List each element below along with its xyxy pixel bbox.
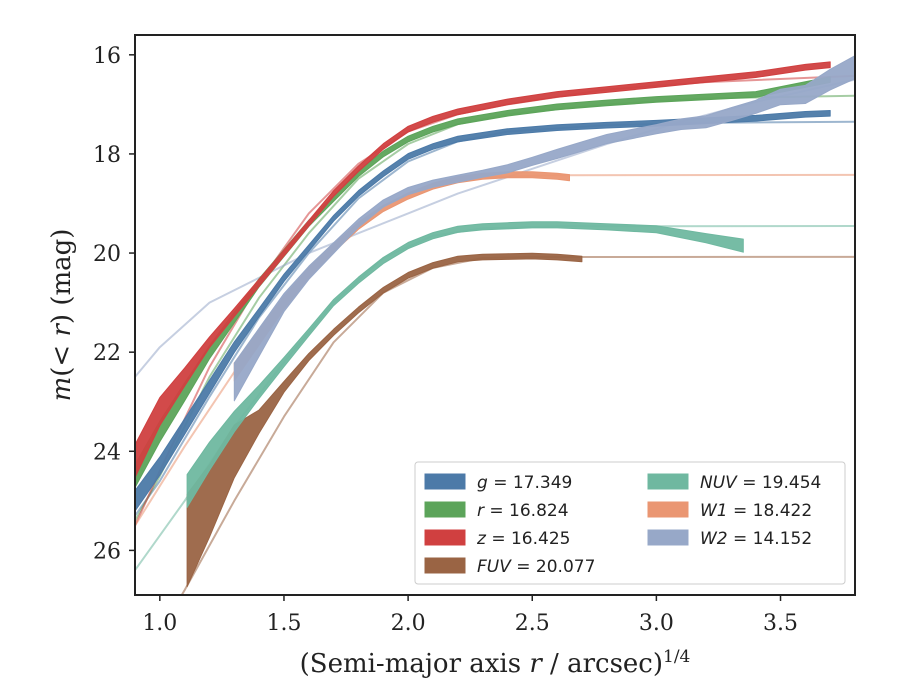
profile-band-6 xyxy=(233,55,855,402)
legend-swatch xyxy=(424,557,466,574)
legend-swatch xyxy=(647,473,689,490)
legend-label: W2 = 14.152 xyxy=(700,529,812,549)
x-axis-title-part-1: (Semi-major axis xyxy=(300,649,530,679)
legend-swatch xyxy=(424,473,466,490)
legend-swatch xyxy=(424,501,466,518)
profile-bands-layer xyxy=(135,55,855,588)
x-tick-label: 2.5 xyxy=(515,611,550,636)
y-axis-title: m(< r) (mag) xyxy=(47,229,77,402)
y-axis-title-r: r xyxy=(47,323,77,337)
y-tick-label: 22 xyxy=(93,341,121,366)
x-tick-label: 2.0 xyxy=(391,611,426,636)
legend-label: FUV = 20.077 xyxy=(477,557,595,577)
legend-swatch xyxy=(424,529,466,546)
profile-band-4 xyxy=(186,221,744,508)
legend-label: g = 17.349 xyxy=(477,473,572,493)
axes-layer: 1.0 1.5 2.0 2.5 3.0 3.5 16 18 20 22 24 26 xyxy=(93,34,856,636)
legend-box xyxy=(414,461,846,585)
plot-frame xyxy=(134,34,856,596)
y-tick-label: 24 xyxy=(93,440,121,465)
x-axis-title: (Semi-major axis r / arcsec)1/4 xyxy=(300,647,691,679)
legend-swatch xyxy=(647,501,689,518)
legend: g = 17.349 r = 16.824 z = 16.425 FUV = 20.0… xyxy=(414,461,846,585)
y-axis-title-close: ) (mag) xyxy=(47,229,77,325)
profile-band-3 xyxy=(186,252,583,588)
y-tick-label: 16 xyxy=(93,44,121,69)
profile-band-0 xyxy=(135,110,831,512)
x-tick-label: 3.0 xyxy=(639,611,674,636)
profile-band-2 xyxy=(135,61,831,479)
x-axis-title-part-2: / arcsec) xyxy=(542,649,663,679)
x-axis-title-exponent: 1/4 xyxy=(663,647,690,667)
legend-label: NUV = 19.454 xyxy=(700,473,821,493)
x-tick-label: 1.0 xyxy=(142,611,177,636)
legend-label: W1 = 18.422 xyxy=(700,501,812,521)
x-tick-label: 1.5 xyxy=(266,611,301,636)
legend-label: z = 16.425 xyxy=(476,529,570,549)
x-axis-title-var: r xyxy=(529,649,543,679)
y-tick-label: 18 xyxy=(93,143,121,168)
y-tick-label: 26 xyxy=(93,539,121,564)
x-tick-label: 3.5 xyxy=(763,611,798,636)
y-axis-title-m: m xyxy=(47,377,77,402)
y-tick-label: 20 xyxy=(93,242,121,267)
legend-label: r = 16.824 xyxy=(477,501,569,521)
legend-swatch xyxy=(647,529,689,546)
y-axis-title-open: (< xyxy=(47,337,77,377)
